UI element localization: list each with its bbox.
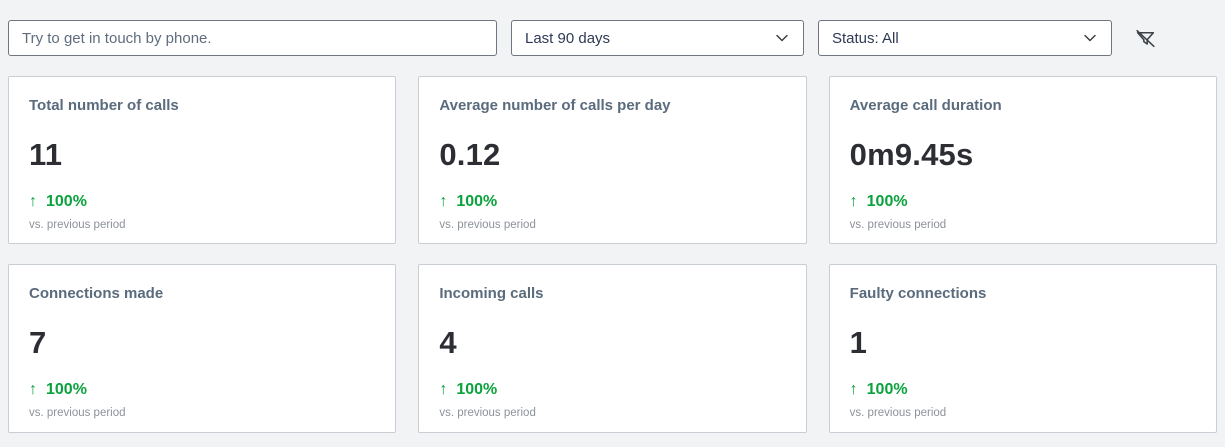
comparison-label: vs. previous period	[849, 407, 947, 419]
trend-up-icon: ↑	[849, 193, 858, 210]
card-title: Total number of calls	[29, 97, 179, 114]
comparison-label: vs. previous period	[29, 219, 126, 231]
change-percent: 100%	[456, 193, 498, 210]
card-connections-made: Connections made 7 ↑ 100% vs. previous p…	[8, 264, 397, 433]
card-change: ↑ 100%	[439, 193, 785, 211]
card-incoming-calls: Incoming calls 4 ↑ 100% vs. previous per…	[418, 264, 807, 433]
filters-toolbar: Last 90 days Status: All	[0, 0, 1225, 56]
card-change: ↑ 100%	[439, 381, 785, 399]
date-range-dropdown[interactable]: Last 90 days	[511, 20, 804, 56]
card-change: ↑ 100%	[850, 193, 1196, 211]
card-title: Incoming calls	[439, 285, 544, 302]
chevron-down-icon	[774, 30, 790, 46]
card-change: ↑ 100%	[850, 381, 1196, 399]
card-value: 0.12	[439, 137, 501, 172]
change-percent: 100%	[866, 381, 908, 398]
change-percent: 100%	[866, 193, 908, 210]
card-value: 0m9.45s	[849, 137, 974, 172]
chevron-down-icon	[1082, 30, 1098, 46]
change-percent: 100%	[46, 193, 87, 210]
card-value: 11	[29, 137, 63, 172]
filter-off-icon	[1133, 26, 1158, 51]
card-value: 1	[849, 325, 868, 360]
clear-filters-button[interactable]	[1131, 24, 1159, 52]
date-range-value: Last 90 days	[525, 29, 611, 47]
card-faulty-connections: Faulty connections 1 ↑ 100% vs. previous…	[828, 264, 1217, 433]
status-value: Status: All	[832, 29, 899, 47]
card-title: Faulty connections	[849, 285, 987, 302]
card-avg-call-duration: Average call duration 0m9.45s ↑ 100% vs.…	[828, 76, 1217, 244]
trend-up-icon: ↑	[439, 193, 448, 210]
status-dropdown[interactable]: Status: All	[818, 20, 1112, 56]
card-title: Average call duration	[849, 97, 1002, 114]
card-title: Average number of calls per day	[439, 97, 671, 114]
comparison-label: vs. previous period	[439, 407, 536, 419]
trend-up-icon: ↑	[29, 193, 37, 210]
trend-up-icon: ↑	[439, 381, 448, 398]
comparison-label: vs. previous period	[849, 219, 947, 231]
change-percent: 100%	[46, 381, 87, 398]
comparison-label: vs. previous period	[439, 219, 536, 231]
comparison-label: vs. previous period	[29, 407, 126, 419]
stats-grid: Total number of calls 11 ↑ 100% vs. prev…	[0, 56, 1225, 433]
card-value: 4	[439, 325, 457, 360]
card-title: Connections made	[29, 285, 164, 302]
card-avg-calls-per-day: Average number of calls per day 0.12 ↑ 1…	[418, 76, 807, 244]
trend-up-icon: ↑	[849, 381, 858, 398]
search-input[interactable]	[8, 20, 497, 56]
card-change: ↑ 100%	[29, 193, 375, 211]
card-change: ↑ 100%	[29, 381, 375, 399]
change-percent: 100%	[456, 381, 498, 398]
card-value: 7	[29, 325, 47, 360]
card-total-calls: Total number of calls 11 ↑ 100% vs. prev…	[8, 76, 397, 244]
trend-up-icon: ↑	[29, 381, 37, 398]
